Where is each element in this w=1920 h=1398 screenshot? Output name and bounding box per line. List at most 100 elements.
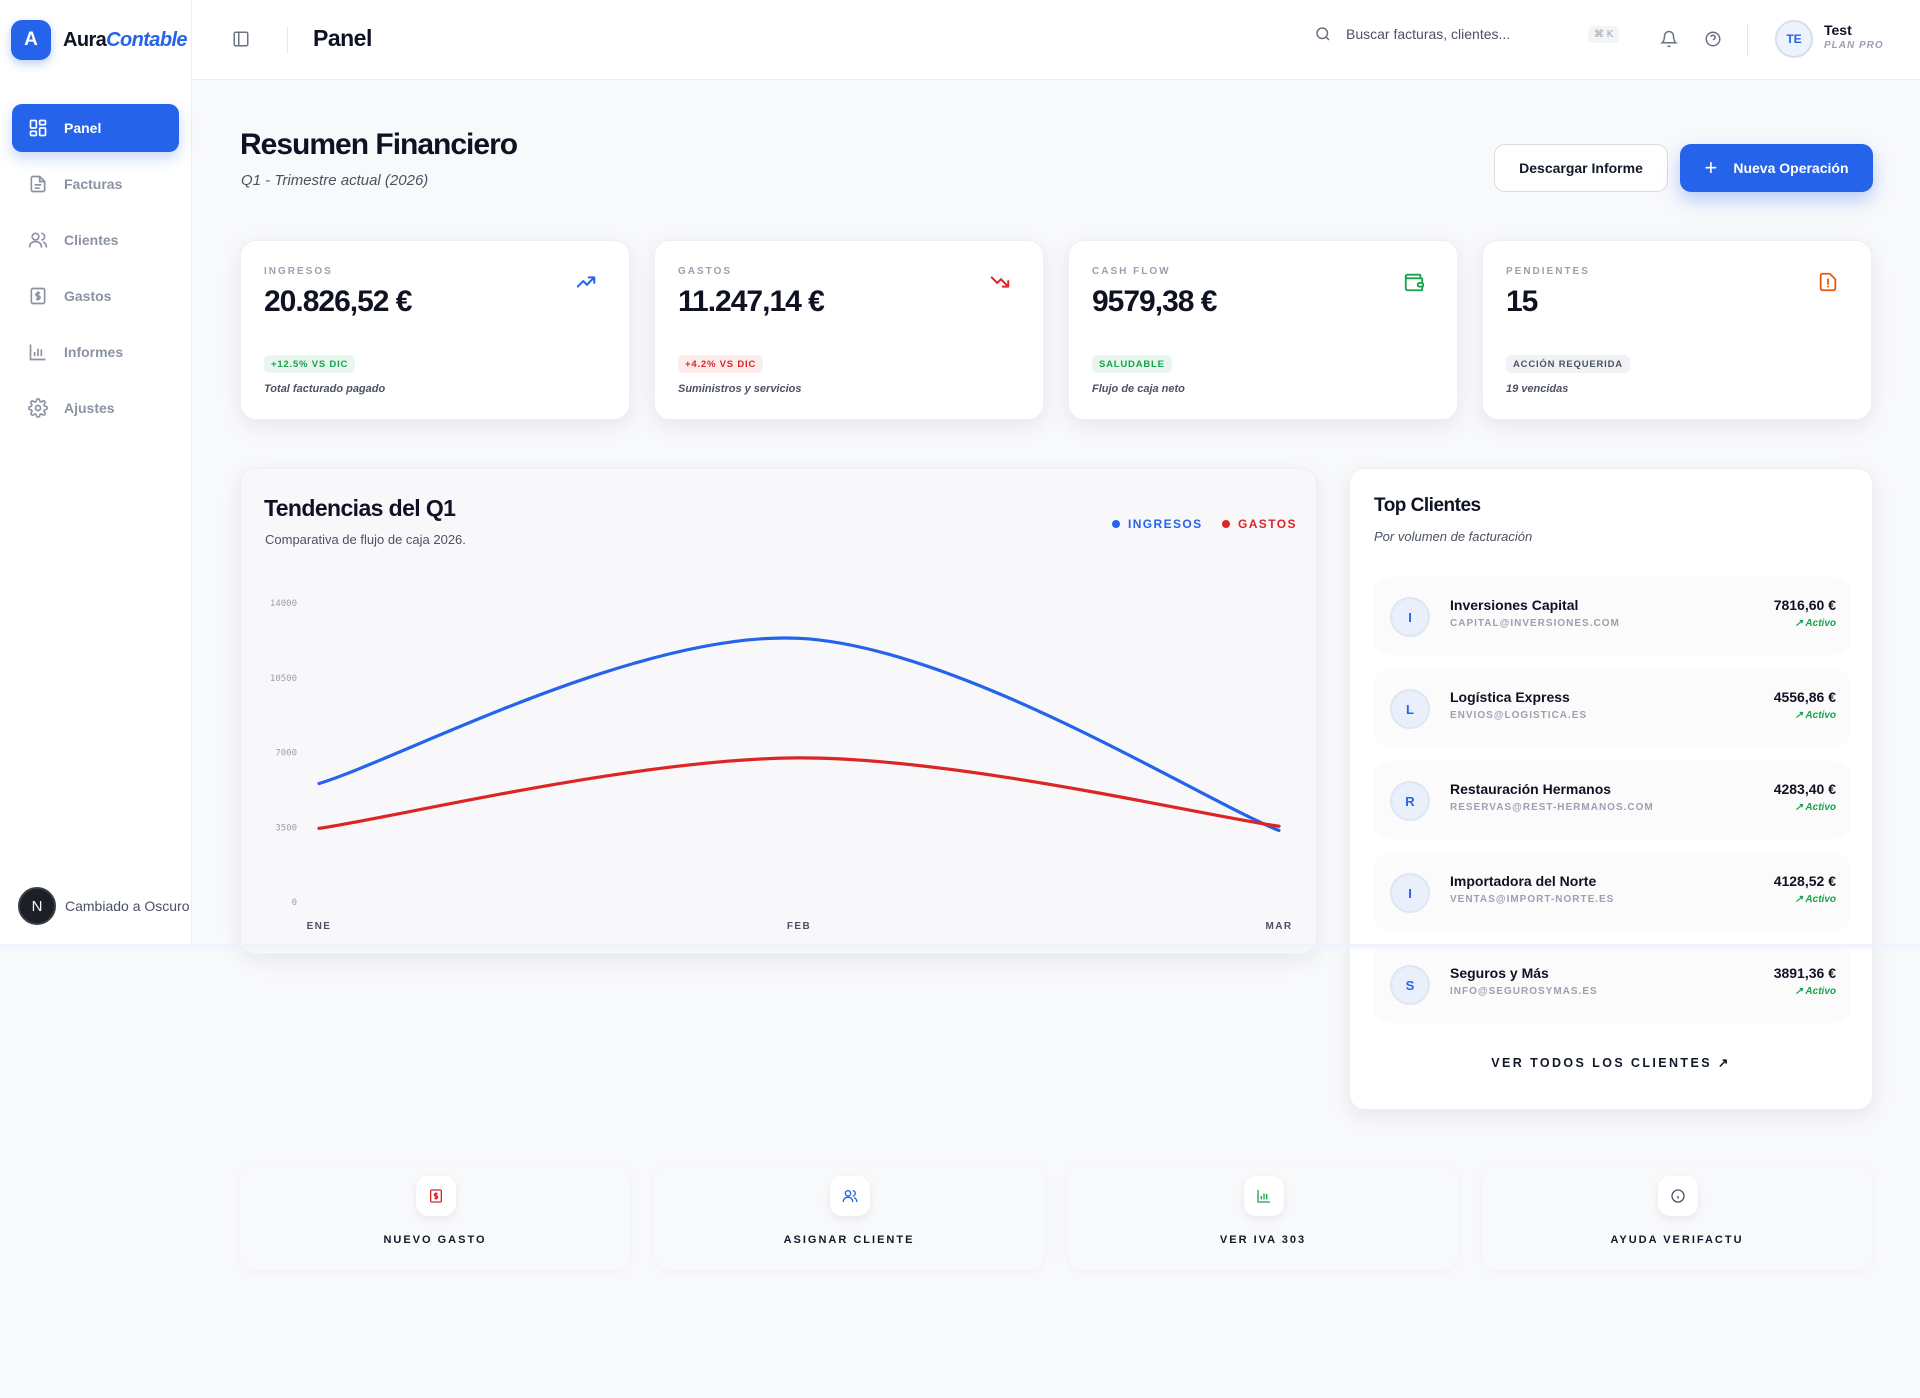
x-tick-label: MAR: [1266, 921, 1293, 932]
dashboard-title: Resumen Financiero: [240, 128, 518, 161]
client-name: Restauración Hermanos: [1450, 781, 1612, 797]
client-status: ↗ Activo: [1794, 986, 1836, 997]
help-icon[interactable]: [1704, 30, 1722, 48]
client-row[interactable]: L Logística Express ENVIOS@LOGISTICA.ES …: [1374, 669, 1850, 747]
download-report-button[interactable]: Descargar Informe: [1494, 144, 1668, 192]
theme-toggle[interactable]: N Cambiado a Oscuro: [18, 887, 190, 925]
bar-chart-icon: [1257, 1190, 1270, 1203]
quick-action-nuevo-gasto[interactable]: NUEVO GASTO: [240, 1164, 630, 1270]
quick-action-icon-box: [1658, 1176, 1698, 1216]
sidebar-item-panel[interactable]: Panel: [12, 104, 179, 152]
theme-toggle-mark: N: [18, 887, 56, 925]
search-bar[interactable]: Buscar facturas, clientes... ⌘ K: [1314, 25, 1620, 43]
client-name: Seguros y Más: [1450, 965, 1549, 981]
wallet-icon: [1404, 273, 1425, 292]
search-icon: [1316, 27, 1330, 41]
quick-action-icon-box: [1244, 1176, 1284, 1216]
client-amount: 4556,86 €: [1773, 689, 1836, 705]
legend-dot: [1222, 520, 1230, 528]
client-row[interactable]: I Inversiones Capital CAPITAL@INVERSIONE…: [1374, 577, 1850, 655]
header-divider: [287, 26, 288, 54]
trending-up-icon: [576, 276, 596, 288]
sidebar-item-label: Informes: [64, 344, 124, 360]
series-line-gastos[interactable]: [317, 756, 1281, 830]
y-tick-label: 7000: [275, 749, 297, 759]
dashboard-subtitle: Q1 - Trimestre actual (2026): [241, 172, 429, 189]
client-row[interactable]: S Seguros y Más INFO@SEGUROSYMAS.ES 3891…: [1374, 945, 1850, 1023]
y-tick-label: 10500: [270, 674, 297, 684]
bell-icon[interactable]: [1660, 30, 1678, 48]
client-status: ↗ Activo: [1794, 618, 1836, 629]
sidebar-item-label: Facturas: [64, 176, 123, 192]
brand-name: AuraContable: [63, 28, 188, 51]
top-clients-card: Top Clientes Por volumen de facturación …: [1349, 468, 1873, 1110]
client-amount: 7816,60 €: [1773, 597, 1836, 613]
client-status: ↗ Activo: [1794, 894, 1836, 905]
new-operation-button[interactable]: + Nueva Operación: [1680, 144, 1873, 192]
client-email: VENTAS@IMPORT-NORTE.ES: [1450, 894, 1615, 905]
sidebar-item-label: Gastos: [64, 288, 112, 304]
chart-title: Tendencias del Q1: [264, 495, 456, 521]
info-icon: [1671, 1189, 1685, 1203]
quick-action-ver-iva[interactable]: VER IVA 303: [1068, 1164, 1458, 1270]
chart-subtitle: Comparativa de flujo de caja 2026.: [265, 532, 466, 547]
client-amount: 3891,36 €: [1773, 965, 1836, 981]
sidebar-item-clientes[interactable]: Clientes: [12, 216, 179, 264]
client-avatar: L: [1390, 689, 1430, 729]
sidebar-item-label: Panel: [64, 120, 102, 136]
kpi-value: 20.826,52 €: [264, 285, 412, 318]
quick-action-label: ASIGNAR CLIENTE: [783, 1234, 915, 1246]
client-row[interactable]: R Restauración Hermanos RESERVAS@REST-HE…: [1374, 761, 1850, 839]
client-avatar: I: [1390, 597, 1430, 637]
quick-action-ayuda-verifactu[interactable]: AYUDA VERIFACTU: [1482, 1164, 1872, 1270]
kpi-card-cashflow: CASH FLOW 9579,38 € SALUDABLE Flujo de c…: [1068, 240, 1458, 420]
kpi-note: Suministros y servicios: [678, 383, 802, 395]
users-icon: [842, 1190, 858, 1202]
quick-action-asignar-cliente[interactable]: ASIGNAR CLIENTE: [654, 1164, 1044, 1270]
client-email: RESERVAS@REST-HERMANOS.COM: [1450, 802, 1654, 813]
kpi-label: INGRESOS: [264, 266, 333, 277]
kpi-note: Flujo de caja neto: [1092, 383, 1185, 395]
line-chart: 14000 10500 7000 3500 0 ENE FEB MAR: [270, 599, 1293, 932]
kpi-value: 15: [1506, 285, 1538, 318]
sidebar-nav: Panel Facturas Clientes Gastos Informes …: [12, 104, 179, 440]
receipt-icon: [430, 1189, 442, 1203]
sidebar-item-facturas[interactable]: Facturas: [12, 160, 179, 208]
user-name: Test: [1824, 22, 1852, 38]
view-all-clients-link[interactable]: VER TODOS LOS CLIENTES ↗: [1491, 1056, 1731, 1070]
search-input[interactable]: Buscar facturas, clientes...: [1346, 26, 1511, 42]
client-avatar: S: [1390, 965, 1430, 1005]
series-line-ingresos[interactable]: [317, 636, 1281, 833]
client-email: INFO@SEGUROSYMAS.ES: [1450, 986, 1598, 997]
plus-icon: +: [1704, 155, 1718, 180]
kpi-badge: +4.2% VS DIC: [678, 355, 764, 373]
kpi-label: CASH FLOW: [1092, 266, 1171, 277]
quick-action-label: AYUDA VERIFACTU: [1610, 1234, 1744, 1246]
legend-label: INGRESOS: [1128, 517, 1203, 531]
client-row[interactable]: I Importadora del Norte VENTAS@IMPORT-NO…: [1374, 853, 1850, 931]
quick-action-label: VER IVA 303: [1219, 1234, 1307, 1246]
y-tick-label: 0: [292, 898, 297, 908]
sidebar-toggle-icon[interactable]: [232, 30, 250, 48]
sidebar-item-informes[interactable]: Informes: [12, 328, 179, 376]
avatar[interactable]: TE: [1775, 20, 1813, 58]
legend-dot: [1112, 520, 1120, 528]
legend-item-ingresos[interactable]: INGRESOS: [1112, 517, 1203, 531]
legend-item-gastos[interactable]: GASTOS: [1222, 517, 1297, 531]
logo-mark: A: [11, 20, 51, 60]
gear-icon: [28, 398, 48, 418]
client-amount: 4283,40 €: [1773, 781, 1836, 797]
kpi-card-gastos: GASTOS 11.247,14 € +4.2% VS DIC Suminist…: [654, 240, 1044, 420]
sidebar-item-ajustes[interactable]: Ajustes: [12, 384, 179, 432]
kpi-card-pendientes: PENDIENTES 15 ACCIÓN REQUERIDA 19 vencid…: [1482, 240, 1872, 420]
sidebar: A AuraContable Panel Facturas Clientes G…: [0, 0, 192, 945]
search-shortcut: ⌘ K: [1588, 25, 1620, 43]
sidebar-item-gastos[interactable]: Gastos: [12, 272, 179, 320]
legend-label: GASTOS: [1238, 517, 1297, 531]
x-tick-label: ENE: [307, 921, 332, 932]
brand-logo[interactable]: A AuraContable: [11, 20, 188, 60]
client-name: Logística Express: [1450, 689, 1570, 705]
client-name: Inversiones Capital: [1450, 597, 1579, 613]
kpi-value: 11.247,14 €: [678, 285, 825, 318]
kpi-badge: ACCIÓN REQUERIDA: [1506, 355, 1630, 373]
